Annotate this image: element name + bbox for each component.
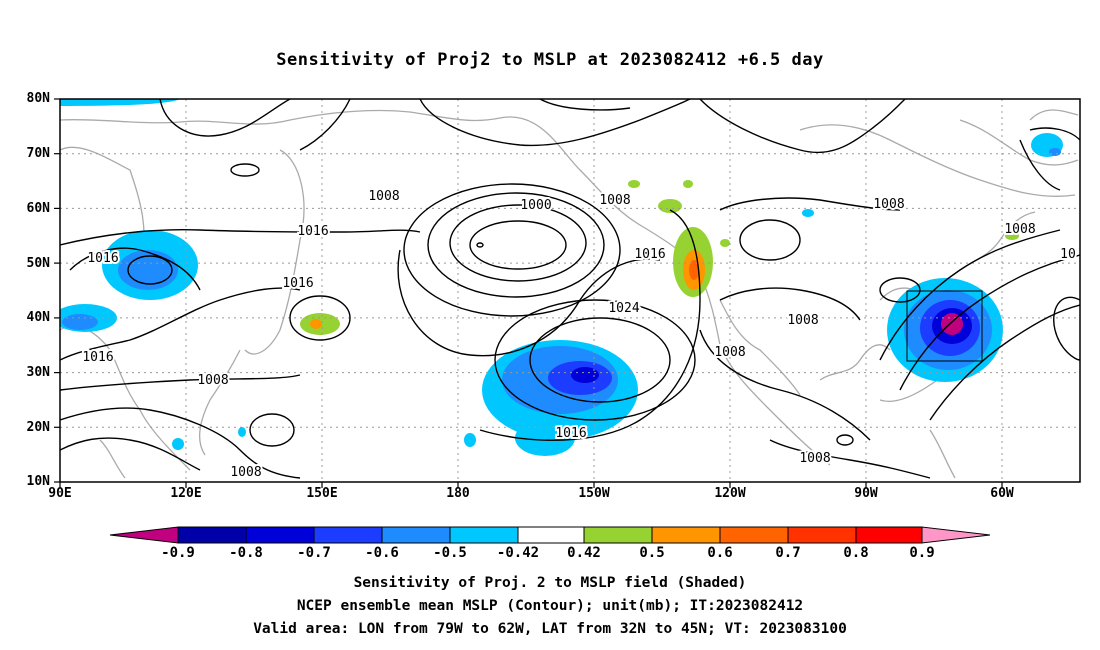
colorbar-low-triangle: [109, 526, 179, 544]
colorbar-label: 0.7: [775, 545, 801, 561]
lat-label: 30N: [26, 365, 50, 380]
contour-label: 1008: [714, 345, 745, 360]
contour-label: 1008: [873, 197, 904, 212]
colorbar-swatch: [583, 526, 653, 544]
colorbar-label: -0.8: [229, 545, 263, 561]
lon-label: 120E: [170, 486, 202, 501]
lat-label: 70N: [26, 146, 50, 161]
colorbar-swatch: [787, 526, 857, 544]
colorbar-label: 0.9: [909, 545, 935, 561]
lon-label: 90W: [854, 486, 878, 501]
colorbar-label: -0.5: [433, 545, 467, 561]
colorbar-label: 0.42: [567, 545, 601, 561]
contour-label: 1016: [555, 426, 586, 441]
contour-label: 1016: [297, 224, 328, 239]
plot-frame: [59, 98, 1081, 483]
colorbar-label: 0.5: [639, 545, 665, 561]
contour-label: 1008: [368, 189, 399, 204]
caption-line: Sensitivity of Proj. 2 to MSLP field (Sh…: [353, 575, 747, 591]
colorbar-swatch: [449, 526, 519, 544]
colorbar-swatch: [517, 526, 585, 544]
colorbar-swatch: [855, 526, 923, 544]
valid-area-box: [906, 290, 983, 362]
lon-label: 60W: [990, 486, 1014, 501]
lat-label: 20N: [26, 420, 50, 435]
colorbar-label: 0.6: [707, 545, 733, 561]
contour-label: 10: [1060, 247, 1076, 262]
colorbar-swatch: [245, 526, 315, 544]
contour-label: 1008: [787, 313, 818, 328]
contour-label: 1008: [1004, 222, 1035, 237]
contour-label: 1016: [282, 276, 313, 291]
colorbar-swatch: [177, 526, 247, 544]
lon-label: 150E: [306, 486, 338, 501]
colorbar-swatch: [651, 526, 721, 544]
contour-label: 1008: [599, 193, 630, 208]
colorbar: [109, 526, 991, 544]
contour-labels: 1016 1008 1016 1016 1016 1008 1000 1008 …: [80, 187, 1077, 482]
lat-label: 80N: [26, 91, 50, 106]
colorbar-label: 0.8: [843, 545, 869, 561]
colorbar-label: -0.6: [365, 545, 399, 561]
lat-label: 10N: [26, 474, 50, 489]
lon-label: 90E: [48, 486, 72, 501]
colorbar-swatch: [381, 526, 451, 544]
lon-label: 180: [446, 486, 470, 501]
colorbar-label: -0.42: [496, 545, 540, 561]
lat-label: 60N: [26, 201, 50, 216]
contour-label: 1016: [82, 350, 113, 365]
contour-label: 1016: [87, 251, 118, 266]
colorbar-swatch: [719, 526, 789, 544]
grid-lines: [60, 99, 1080, 482]
colorbar-label: -0.9: [161, 545, 195, 561]
contour-label: 1008: [197, 373, 228, 388]
coastlines: [60, 109, 1079, 479]
lon-label: 150W: [578, 486, 610, 501]
colorbar-label: -0.7: [297, 545, 331, 561]
contour-label: 1016: [634, 247, 665, 262]
map-title: Sensitivity of Proj2 to MSLP at 20230824…: [276, 50, 824, 70]
caption-line: NCEP ensemble mean MSLP (Contour); unit(…: [296, 598, 804, 614]
lat-label: 40N: [26, 310, 50, 325]
contour-label: 1024: [608, 301, 639, 316]
colorbar-high-triangle: [921, 526, 991, 544]
contour-label: 1008: [799, 451, 830, 466]
mslp-contours: [60, 99, 1080, 479]
colorbar-swatch: [313, 526, 383, 544]
caption-line: Valid area: LON from 79W to 62W, LAT fro…: [253, 621, 847, 637]
tick-marks: [54, 98, 1003, 488]
contour-label: 1008: [230, 465, 261, 480]
sensitivity-shading: [60, 99, 1063, 456]
lon-label: 120W: [714, 486, 746, 501]
contour-label: 1000: [520, 198, 551, 213]
lat-label: 50N: [26, 256, 50, 271]
